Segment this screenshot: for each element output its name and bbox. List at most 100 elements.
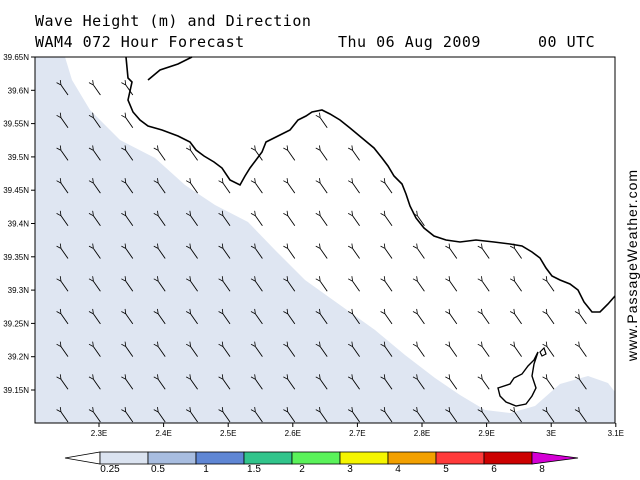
lat-label: 39.15N [3, 386, 29, 395]
islet [539, 346, 547, 357]
model-label: WAM4 072 Hour Forecast [35, 33, 245, 51]
wave-arrow [191, 379, 198, 390]
lat-label: 39.25N [3, 319, 29, 328]
wave-arrow [158, 216, 166, 227]
wave-arrow [61, 85, 69, 96]
wave-arrow [547, 347, 555, 357]
wave-arrow [61, 412, 69, 423]
wave-arrow [191, 150, 198, 161]
wave-arrow [353, 281, 360, 292]
lon-label: 2.9E [478, 429, 494, 438]
wave-arrow [126, 150, 134, 161]
colorbar-segment [99, 451, 149, 465]
wave-arrow [385, 216, 393, 227]
wave-arrow [93, 281, 101, 292]
wave-arrow [353, 150, 360, 161]
wave-arrow [223, 249, 231, 259]
wave-arrow [320, 412, 328, 423]
wave-arrow [93, 118, 101, 128]
wave-arrow [191, 183, 198, 194]
colorbar-label: 0.5 [151, 464, 165, 475]
lat-label: 39.6N [8, 86, 30, 95]
colorbar-high-extension [531, 451, 579, 465]
wave-arrow [61, 118, 69, 128]
wave-arrow [417, 347, 425, 357]
wave-arrow [158, 150, 166, 161]
wave-arrow [255, 216, 263, 227]
wave-arrow [417, 314, 425, 325]
wave-arrow [385, 347, 393, 357]
lat-label: 39.45N [3, 186, 29, 195]
wave-arrow [93, 183, 101, 194]
wave-arrow [93, 314, 101, 325]
wave-arrow [417, 216, 425, 227]
colorbar-segment [195, 451, 245, 465]
wave-arrow [353, 412, 360, 423]
colorbar-label: 3 [347, 464, 353, 475]
wave-arrow [417, 379, 425, 390]
forecast-date: Thu 06 Aug 2009 [338, 33, 481, 51]
wave-arrow [288, 216, 296, 227]
wave-arrow [385, 183, 393, 194]
wave-arrow [126, 249, 134, 259]
wave-arrow [255, 249, 263, 259]
coastline-north-tip [147, 56, 193, 81]
wave-arrow [288, 314, 296, 325]
wave-zone-0-25-to-0-5 [35, 57, 615, 423]
forecast-time: 00 UTC [538, 33, 596, 51]
colorbar-segment [147, 451, 197, 465]
wave-arrow [93, 249, 101, 259]
wave-arrow [450, 347, 458, 357]
wave-arrow [158, 379, 166, 390]
wave-arrow [255, 150, 263, 161]
wave-arrow [482, 249, 490, 259]
wave-arrow [61, 281, 69, 292]
wave-arrow [320, 118, 328, 128]
colorbar-label: 8 [539, 464, 545, 475]
wave-arrow [61, 183, 69, 194]
wave-arrow [255, 183, 263, 194]
lon-label: 2.6E [285, 429, 301, 438]
wave-arrow [126, 183, 134, 194]
wave-arrow [288, 347, 296, 357]
wave-arrow [288, 183, 296, 194]
wave-arrow [482, 347, 490, 357]
wave-arrow [126, 412, 134, 423]
wave-arrow [515, 249, 522, 259]
wave-arrow [61, 314, 69, 325]
lat-label: 39.4N [8, 220, 30, 229]
wave-arrow [61, 216, 69, 227]
wave-arrow [93, 347, 101, 357]
wave-arrow [385, 281, 393, 292]
wave-arrow [61, 347, 69, 357]
website-watermark: www.PassageWeather.com [622, 150, 640, 380]
wave-arrow [417, 412, 425, 423]
colorbar-label: 2 [299, 464, 305, 475]
wave-arrow [515, 347, 522, 357]
wave-arrow [417, 249, 425, 259]
wave-arrow [126, 85, 134, 96]
wave-arrow [93, 216, 101, 227]
lat-label: 39.55N [3, 120, 29, 129]
colorbar-segment [243, 451, 293, 465]
wave-arrow [353, 183, 360, 194]
wave-arrow [579, 314, 587, 325]
wave-arrow [353, 249, 360, 259]
lat-label: 39.5N [8, 153, 30, 162]
wave-arrow [482, 314, 490, 325]
wave-height-colorbar [64, 451, 579, 465]
wave-arrow [450, 412, 458, 423]
colorbar-label: 4 [395, 464, 401, 475]
wave-arrow [320, 347, 328, 357]
wave-arrow [93, 412, 101, 423]
map-frame [34, 56, 616, 424]
wave-arrow [158, 249, 166, 259]
wave-arrow [547, 314, 555, 325]
wave-arrow [223, 347, 231, 357]
wave-arrow [482, 412, 490, 423]
lat-label: 39.65N [3, 53, 29, 62]
wave-arrow [385, 314, 393, 325]
lon-label: 2.3E [91, 429, 107, 438]
wave-arrow [61, 379, 69, 390]
longitude-axis: 2.3E 2.4E 2.5E 2.6E 2.7E 2.8E 2.9E 3E 3.1E [91, 423, 624, 438]
